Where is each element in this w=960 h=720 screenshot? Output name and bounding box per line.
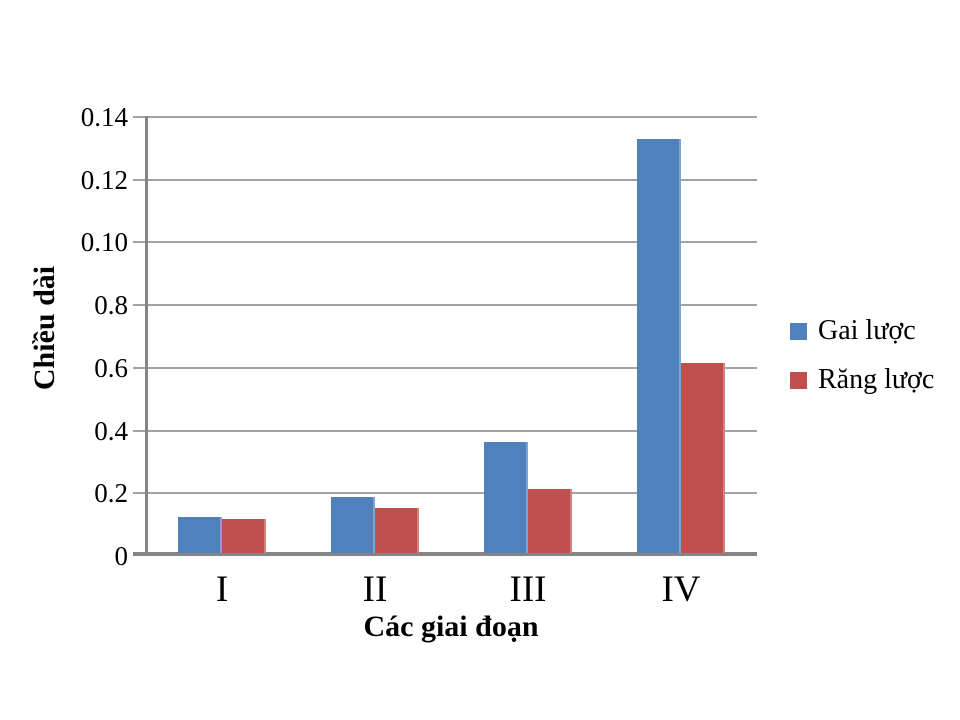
x-axis-line: [133, 552, 757, 556]
y-tick-label: 0: [114, 541, 129, 571]
bar-blue-I: [178, 517, 222, 553]
bar-red-IV: [681, 363, 725, 553]
legend-item: Gai lược: [790, 315, 934, 347]
y-tick-label: 0.14: [80, 102, 128, 132]
gridline: [133, 304, 757, 306]
y-tick-label: 0.2: [94, 478, 128, 508]
bar-red-III: [528, 489, 572, 553]
gridline: [133, 116, 757, 118]
gridline: [133, 367, 757, 369]
x-category-label: IV: [661, 569, 701, 610]
bar-red-II: [375, 508, 419, 553]
legend-item: Răng lược: [790, 364, 934, 396]
y-axis-line: [145, 116, 148, 556]
x-category-label: III: [509, 569, 547, 610]
bar-blue-III: [484, 442, 528, 553]
y-tick-label: 0.6: [94, 353, 128, 383]
gridline: [133, 241, 757, 243]
y-axis-title: Chiều dài: [28, 265, 61, 391]
gridline: [133, 179, 757, 181]
y-tick-label: 0.10: [80, 227, 128, 257]
y-tick-label: 0.8: [94, 290, 128, 320]
gridline: [133, 430, 757, 432]
y-tick-label: 0.4: [94, 416, 128, 446]
bar-blue-IV: [637, 139, 681, 553]
legend-swatch-blue-icon: [790, 322, 807, 340]
bar-blue-II: [331, 497, 375, 553]
gridline: [133, 492, 757, 494]
legend-swatch-red-icon: [790, 371, 807, 389]
x-category-label: I: [215, 569, 229, 610]
y-tick-label: 0.12: [80, 165, 128, 195]
x-category-label: II: [362, 569, 388, 610]
x-axis-title: Các giai đoạn: [363, 610, 539, 643]
bar-red-I: [222, 519, 266, 553]
legend-label: Răng lược: [818, 364, 935, 395]
legend: Gai lược Răng lược: [790, 315, 934, 413]
legend-label: Gai lược: [818, 315, 916, 346]
